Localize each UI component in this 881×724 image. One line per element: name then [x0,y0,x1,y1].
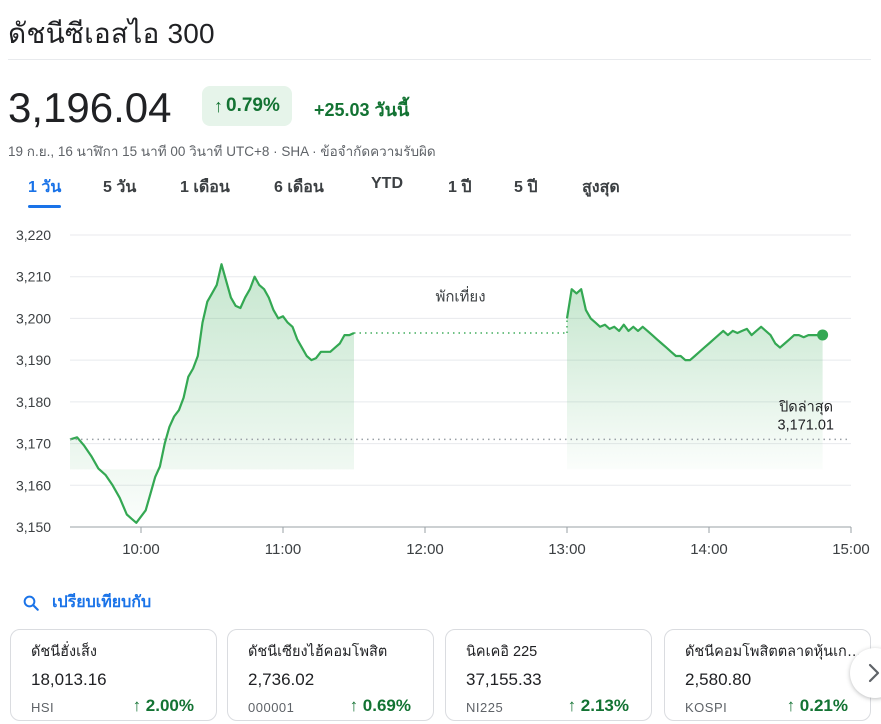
x-tick-label: 13:00 [548,541,586,558]
related-card-hsi[interactable]: ดัชนีฮั่งเส็ง 18,013.16 HSI ↑ 2.00% [10,629,217,721]
y-tick-label: 3,200 [16,310,51,326]
y-tick-label: 3,160 [16,477,51,493]
search-icon [23,595,39,611]
y-tick-label: 3,150 [16,519,51,535]
y-tick-label: 3,170 [16,436,51,452]
card-percent: ↑ 2.13% [568,696,629,716]
card-name: ดัชนีคอมโพสิตตลาดหุ้นเกาหลี [685,644,863,660]
card-percent-value: 2.13% [580,696,629,715]
card-code: KOSPI [685,700,728,715]
arrow-up-icon: ↑ [786,696,796,715]
absolute-change: +25.03 วันนี้ [314,100,410,120]
card-value: 37,155.33 [466,670,542,689]
related-card-kospi[interactable]: ดัชนีคอมโพสิตตลาดหุ้นเกาหลี 2,580.80 KOS… [664,629,871,721]
percent-change-value: 0.79% [226,95,280,116]
previous-close-value: 3,171.01 [778,417,834,433]
y-tick-label: 3,210 [16,269,51,285]
related-card-000001[interactable]: ดัชนีเซียงไฮ้คอมโพสิต 2,736.02 000001 ↑ … [227,629,434,721]
lunch-break-label: พักเที่ยง [435,286,485,306]
card-percent-value: 0.69% [362,696,411,715]
previous-close-label: ปิดล่าสุด [779,399,833,415]
related-card-ni225[interactable]: นิคเคอิ 225 37,155.33 NI225 ↑ 2.13% [445,629,652,721]
quote-meta[interactable]: 19 ก.ย., 16 นาฬิกา 15 นาที 00 วินาที UTC… [8,144,436,159]
price-chart[interactable]: 3,220 3,210 3,200 3,190 3,180 3,170 3,160 3,150… [0,215,881,570]
morning-session-line [69,263,355,524]
card-percent: ↑ 0.69% [350,696,411,716]
arrow-up-icon: ↑ [214,95,223,116]
x-tick-label: 14:00 [690,541,728,558]
card-name: นิคเคอิ 225 [466,644,538,660]
card-value: 2,580.80 [685,670,752,689]
x-tick-label: 12:00 [406,541,444,558]
current-price: 3,196.04 [8,84,172,131]
afternoon-session-area [567,289,823,470]
x-tick-label: 11:00 [265,541,301,558]
arrow-up-icon: ↑ [349,696,359,715]
card-percent-value: 0.21% [799,696,848,715]
compare-label: เปรียบเทียบกับ [52,594,152,611]
tab-5-years[interactable]: 5 ปี [514,179,538,196]
tab-6-months[interactable]: 6 เดือน [274,179,324,196]
card-code: HSI [31,700,55,715]
latest-price-dot [817,329,829,341]
card-percent: ↑ 0.21% [787,696,848,716]
tab-max[interactable]: สูงสุด [582,179,620,196]
tab-ytd[interactable]: YTD [371,175,403,192]
chevron-right-icon [868,663,880,683]
tab-1-year[interactable]: 1 ปี [448,179,472,196]
x-tick-label: 10:00 [122,541,160,558]
header-divider [8,59,871,60]
card-code: 000001 [248,700,295,715]
morning-session-area [70,264,354,523]
tab-1-month[interactable]: 1 เดือน [180,179,230,196]
card-percent-value: 2.00% [145,696,194,715]
card-name: ดัชนีฮั่งเส็ง [31,644,97,660]
tab-5-days[interactable]: 5 วัน [103,179,137,196]
arrow-up-icon: ↑ [132,696,142,715]
y-tick-label: 3,220 [16,227,51,243]
y-tick-label: 3,180 [16,394,51,410]
arrow-up-icon: ↑ [567,696,577,715]
card-value: 2,736.02 [248,670,315,689]
card-value: 18,013.16 [31,670,107,689]
card-name: ดัชนีเซียงไฮ้คอมโพสิต [248,644,388,660]
x-tick-label: 15:00 [832,541,870,558]
percent-change-badge: ↑ 0.79% [202,86,292,126]
card-code: NI225 [466,700,504,715]
y-tick-label: 3,190 [16,352,51,368]
card-percent: ↑ 2.00% [133,696,194,716]
afternoon-session-line [565,288,823,362]
page-title: ดัชนีซีเอสไอ 300 [8,18,215,49]
tab-1-day[interactable]: 1 วัน [28,175,62,208]
compare-button[interactable]: เปรียบเทียบกับ [22,590,151,615]
